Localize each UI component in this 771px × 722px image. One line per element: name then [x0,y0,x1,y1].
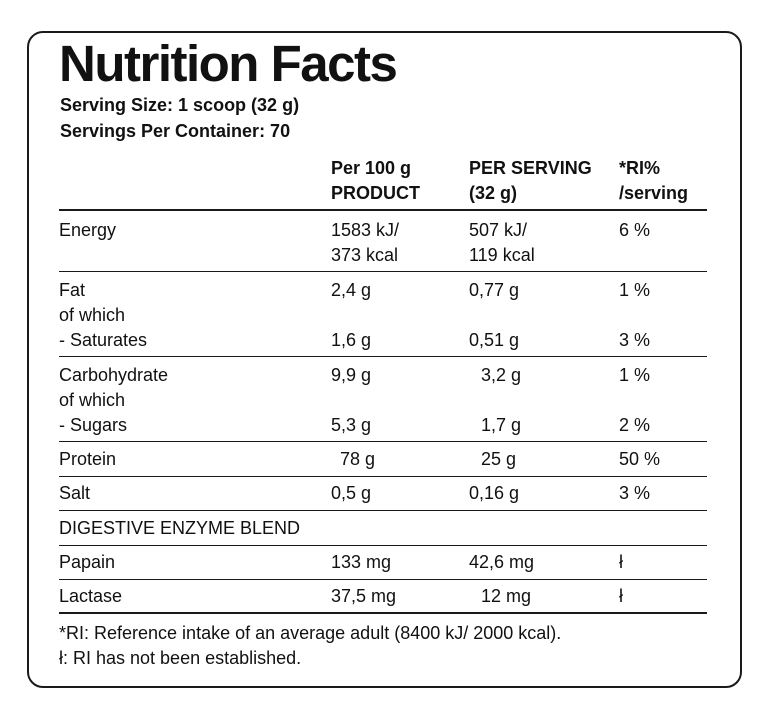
row-divider [59,476,707,477]
sugars-label: - Sugars [59,415,128,435]
energy-per100-kj: 1583 kJ/ [331,220,400,240]
papain-per100: 133 mg [331,552,392,572]
header-divider [59,209,707,211]
ri-not-established-footnote: ł: RI has not been established. [59,648,302,668]
lactase-label: Lactase [59,586,123,606]
papain-ri-not-established: ł [619,552,623,572]
row-divider [59,441,707,442]
header-serving-line1: PER SERVING [469,158,592,178]
lactase-serving: 12 mg [481,586,532,606]
energy-per100-kcal: 373 kcal [331,245,399,265]
header-ri-line2: /serving [619,183,689,203]
carbohydrate-serving: 3,2 g [481,365,522,385]
nutrition-facts-title: Nutrition Facts [59,35,398,92]
fat-serving: 0,77 g [469,280,520,300]
lactase-ri-not-established: ł [619,586,623,606]
carbohydrate-per100: 9,9 g [331,365,372,385]
carbohydrate-label: Carbohydrate [59,365,169,385]
saturates-per100: 1,6 g [331,330,372,350]
carbohydrate-of-which: of which [59,390,126,410]
energy-ri: 6 % [619,220,651,240]
energy-serving-kj: 507 kJ/ [469,220,528,240]
energy-label: Energy [59,220,117,240]
row-divider [59,356,707,357]
header-per100-line1: Per 100 g [331,158,412,178]
carbohydrate-ri: 1 % [619,365,651,385]
saturates-label: - Saturates [59,330,148,350]
servings-per-container: Servings Per Container: 70 [60,121,291,141]
enzyme-blend-heading: DIGESTIVE ENZYME BLEND [59,518,301,538]
sugars-serving: 1,7 g [481,415,522,435]
ri-footnote: *RI: Reference intake of an average adul… [59,623,562,643]
nutrition-label-frame [27,31,742,688]
protein-ri: 50 % [619,449,661,469]
salt-per100: 0,5 g [331,483,372,503]
energy-serving-kcal: 119 kcal [469,245,535,265]
papain-serving: 42,6 mg [469,552,535,572]
footer-divider [59,612,707,614]
salt-ri: 3 % [619,483,651,503]
header-serving-line2: (32 g) [469,183,518,203]
papain-label: Papain [59,552,116,572]
header-per100-line2: PRODUCT [331,183,420,203]
sugars-per100: 5,3 g [331,415,372,435]
row-divider [59,579,707,580]
protein-serving: 25 g [481,449,517,469]
saturates-ri: 3 % [619,330,651,350]
protein-per100: 78 g [340,449,376,469]
protein-label: Protein [59,449,117,469]
row-divider [59,271,707,272]
fat-ri: 1 % [619,280,651,300]
saturates-serving: 0,51 g [469,330,520,350]
row-divider [59,545,707,546]
sugars-ri: 2 % [619,415,651,435]
header-ri-line1: *RI% [619,158,661,178]
fat-of-which: of which [59,305,126,325]
salt-label: Salt [59,483,91,503]
fat-per100: 2,4 g [331,280,372,300]
row-divider [59,510,707,511]
salt-serving: 0,16 g [469,483,520,503]
serving-size: Serving Size: 1 scoop (32 g) [60,95,300,115]
lactase-per100: 37,5 mg [331,586,397,606]
fat-label: Fat [59,280,86,300]
